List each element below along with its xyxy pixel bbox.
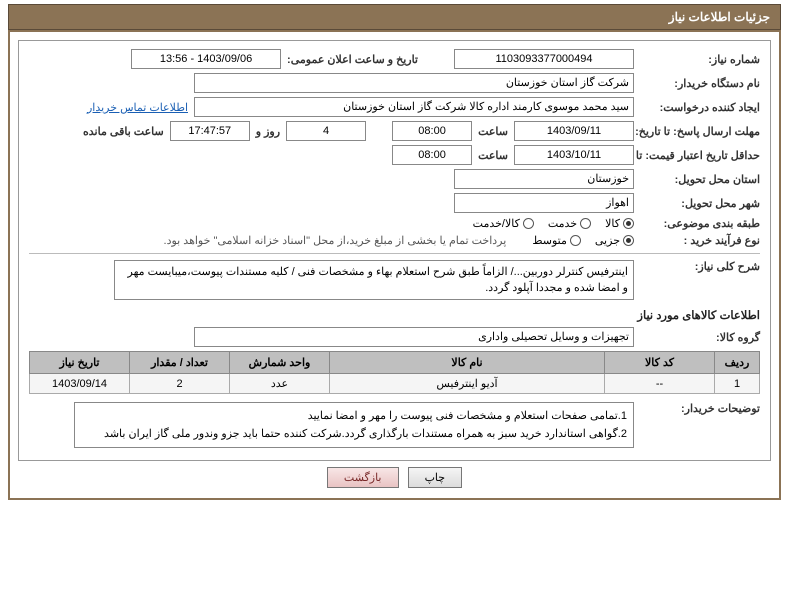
label-remaining: ساعت باقی مانده xyxy=(83,125,164,138)
label-goods-group: گروه کالا: xyxy=(640,331,760,344)
label-hour-2: ساعت xyxy=(478,149,508,162)
label-delivery-province: استان محل تحویل: xyxy=(640,173,760,186)
label-need-no: شماره نیاز: xyxy=(640,53,760,66)
radio-goods-service[interactable] xyxy=(523,218,534,229)
field-need-no: 1103093377000494 xyxy=(454,49,634,69)
radio-service[interactable] xyxy=(580,218,591,229)
field-need-desc: اینترفیس کنترلر دوربین.../ الزاماً طبق ش… xyxy=(114,260,634,300)
field-deadline-hour: 08:00 xyxy=(392,121,472,141)
field-delivery-province: خوزستان xyxy=(454,169,634,189)
field-time-left: 17:47:57 xyxy=(170,121,250,141)
th-date: تاریخ نیاز xyxy=(30,352,130,374)
outer-frame: شماره نیاز: 1103093377000494 تاریخ و ساع… xyxy=(8,30,781,500)
label-hour-1: ساعت xyxy=(478,125,508,138)
label-delivery-city: شهر محل تحویل: xyxy=(640,197,760,210)
field-announce-dt: 1403/09/06 - 13:56 xyxy=(131,49,281,69)
payment-note: پرداخت تمام یا بخشی از مبلغ خرید،از محل … xyxy=(164,234,507,247)
radio-medium[interactable] xyxy=(570,235,581,246)
field-buyer-org: شرکت گاز استان خوزستان xyxy=(194,73,634,93)
field-delivery-city: اهواز xyxy=(454,193,634,213)
field-min-validity-hour: 08:00 xyxy=(392,145,472,165)
goods-info-header: اطلاعات کالاهای مورد نیاز xyxy=(29,308,760,322)
label-days-and: روز و xyxy=(256,125,280,138)
th-name: نام کالا xyxy=(330,352,605,374)
inner-frame: شماره نیاز: 1103093377000494 تاریخ و ساع… xyxy=(18,40,771,461)
field-requester: سید محمد موسوی کارمند اداره کالا شرکت گا… xyxy=(194,97,634,117)
th-unit: واحد شمارش xyxy=(230,352,330,374)
th-code: کد کالا xyxy=(605,352,715,374)
goods-table: ردیف کد کالا نام کالا واحد شمارش تعداد /… xyxy=(29,351,760,394)
th-qty: تعداد / مقدار xyxy=(130,352,230,374)
field-deadline-date: 1403/09/11 xyxy=(514,121,634,141)
label-announce-dt: تاریخ و ساعت اعلان عمومی: xyxy=(287,53,418,66)
label-need-desc: شرح کلی نیاز: xyxy=(640,260,760,273)
th-seq: ردیف xyxy=(715,352,760,374)
buyer-contact-link[interactable]: اطلاعات تماس خریدار xyxy=(87,101,188,114)
process-radio-group: جزیی متوسط xyxy=(532,234,634,247)
label-min-validity: حداقل تاریخ اعتبار قیمت: تا تاریخ: xyxy=(640,149,760,162)
field-days-left: 4 xyxy=(286,121,366,141)
panel-title: جزئیات اطلاعات نیاز xyxy=(8,4,781,30)
buyer-notes-box: 1.تمامی صفحات استعلام و مشخصات فنی پیوست… xyxy=(74,402,634,448)
label-requester: ایجاد کننده درخواست: xyxy=(640,101,760,114)
label-buyer-org: نام دستگاه خریدار: xyxy=(640,77,760,90)
label-deadline: مهلت ارسال پاسخ: تا تاریخ: xyxy=(640,125,760,138)
label-purchase-process: نوع فرآیند خرید : xyxy=(640,234,760,247)
classification-radio-group: کالا خدمت کالا/خدمت xyxy=(473,217,634,230)
radio-minor[interactable] xyxy=(623,235,634,246)
field-goods-group: تجهیزات و وسایل تحصیلی واداری xyxy=(194,327,634,347)
label-buyer-notes: توضیحات خریدار: xyxy=(640,402,760,415)
label-classification: طبقه بندی موضوعی: xyxy=(640,217,760,230)
print-button[interactable]: چاپ xyxy=(408,467,463,488)
back-button[interactable]: بازگشت xyxy=(327,467,399,488)
table-row: 1--آدیو اینترفیسعدد21403/09/14 xyxy=(30,374,760,394)
radio-goods[interactable] xyxy=(623,218,634,229)
field-min-validity-date: 1403/10/11 xyxy=(514,145,634,165)
